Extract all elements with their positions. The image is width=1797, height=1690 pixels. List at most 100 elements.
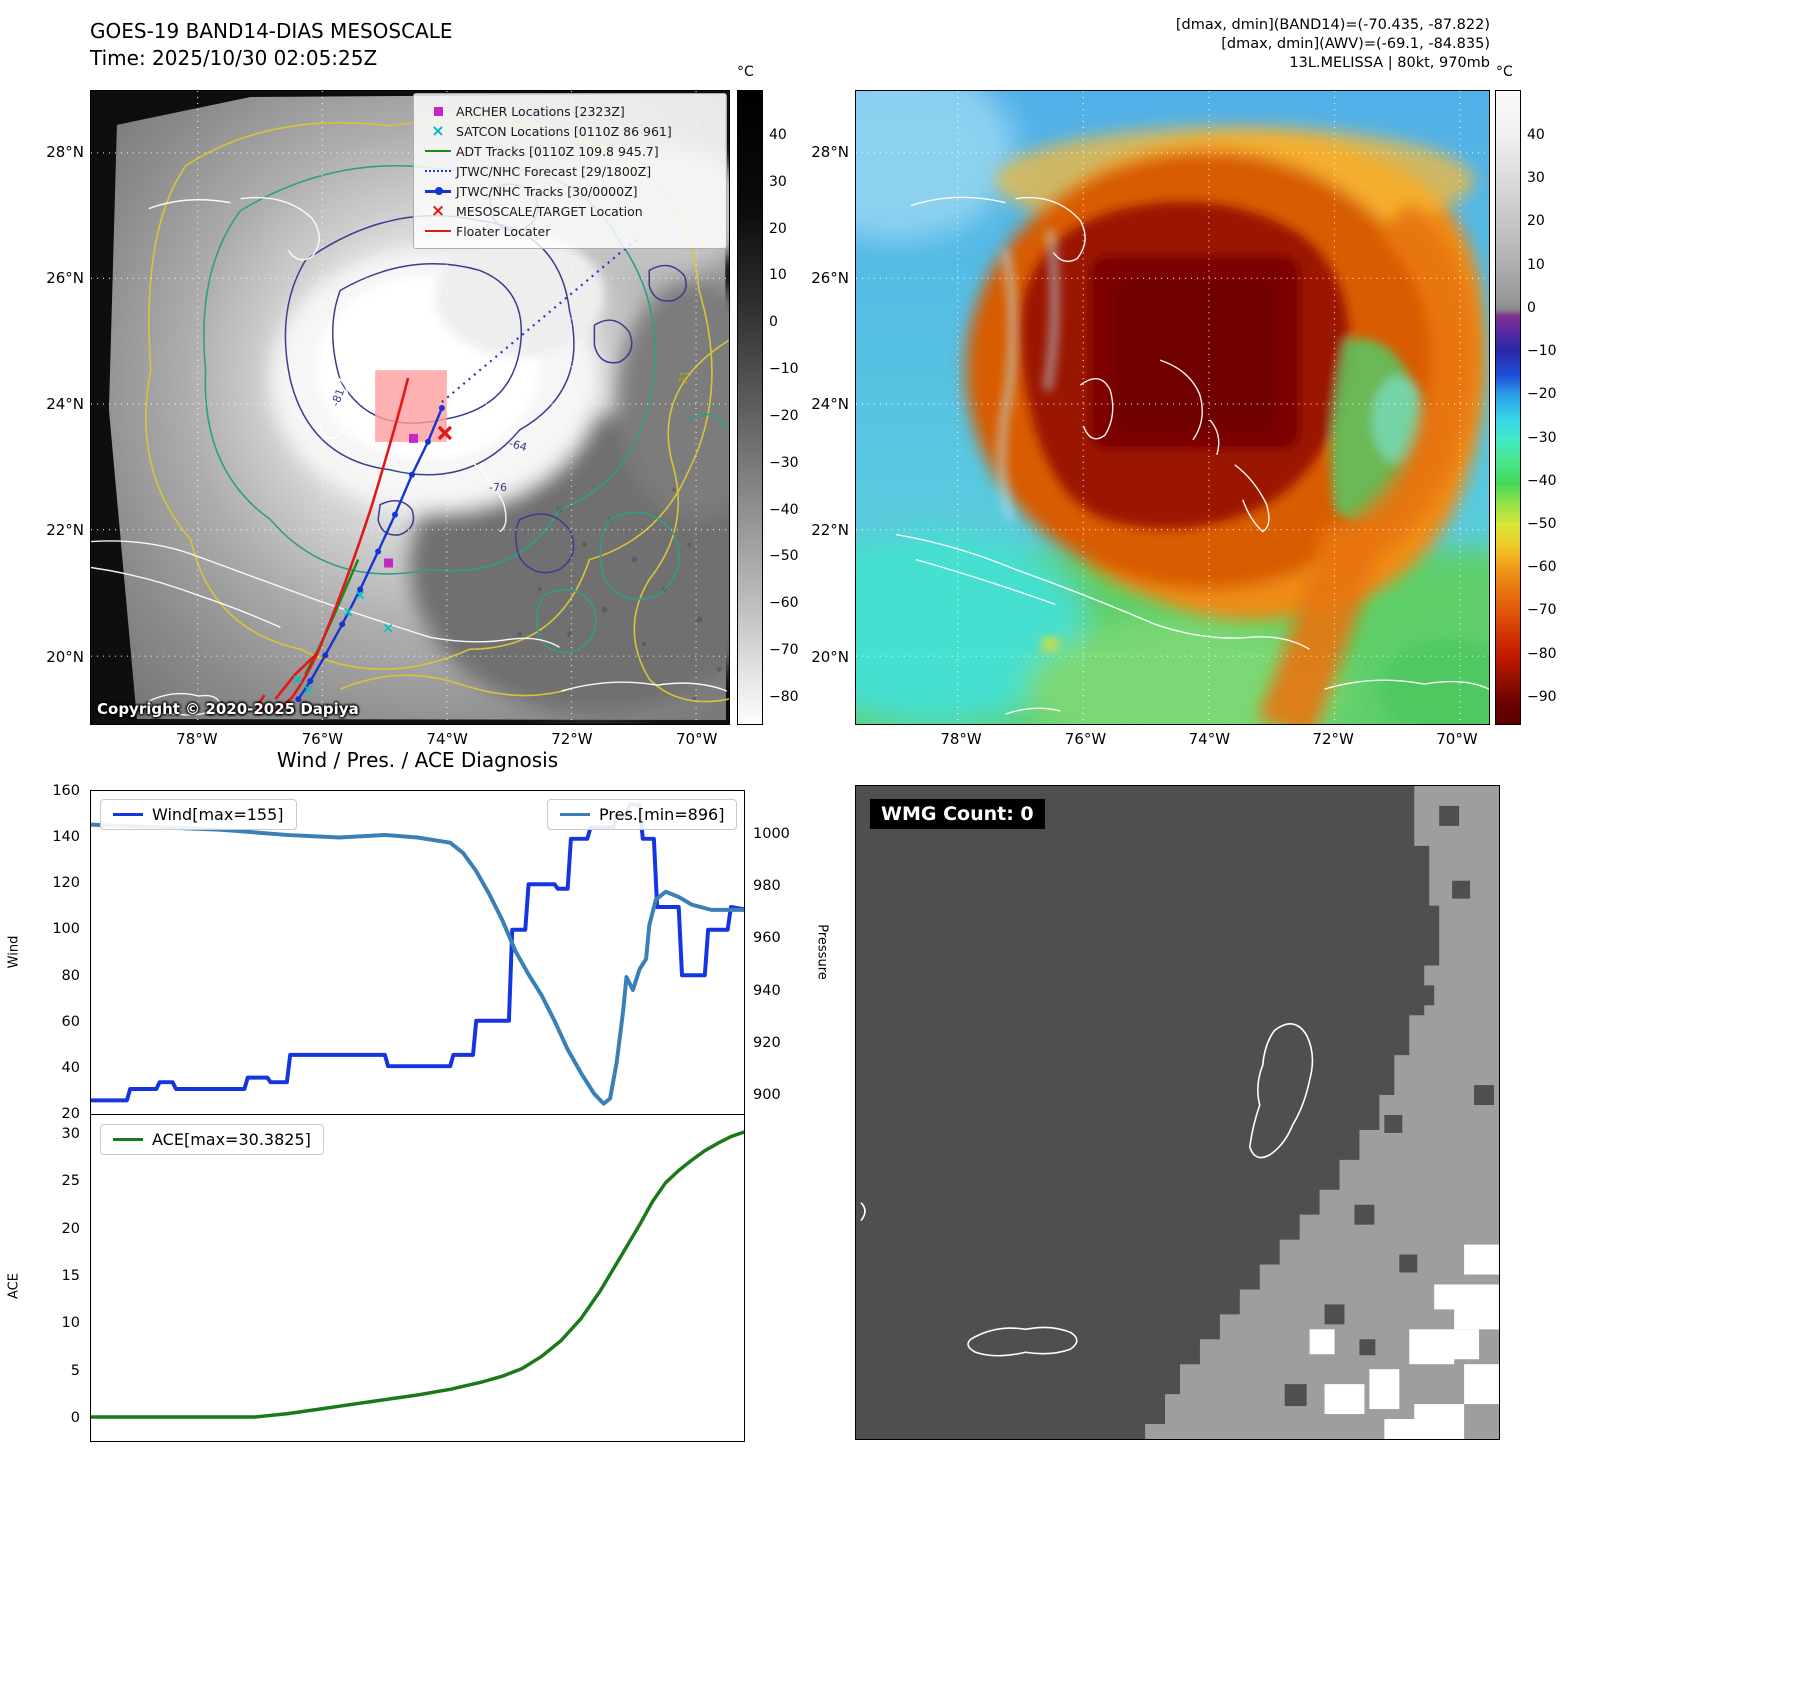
wind-tick-label: 40: [61, 1059, 80, 1076]
lat-tick-label: 24°N: [46, 394, 84, 413]
cloud-speckle-texture: [517, 487, 722, 702]
colorbar-tick-label: −10: [769, 361, 799, 378]
tr-colorbar-ticks: 40 30 20 10 0 −10 −20 −30 −40 −50 −60 −70 −80 −90: [1527, 127, 1571, 705]
legend-item-forecast: JTWC/NHC Forecast [29/1800Z]: [420, 161, 720, 181]
tl-title-block: GOES-19 BAND14-DIAS MESOSCALE Time: 2025…: [90, 18, 453, 72]
lon-tick-label: 70°W: [1436, 730, 1478, 748]
tr-colorbar: [1495, 90, 1521, 725]
lon-tick-label: 76°W: [301, 730, 344, 748]
wind-tick-label: 60: [61, 1013, 80, 1030]
tl-subtitle: Time: 2025/10/30 02:05:25Z: [90, 46, 378, 70]
lon-tick-label: 74°W: [426, 730, 468, 748]
forecast-line-icon: [420, 170, 456, 172]
awv-satellite-image: [856, 91, 1489, 724]
colorbar-tick-label: −80: [1527, 645, 1557, 662]
colorbar-tick-label: −20: [1527, 386, 1557, 403]
ace-tick-label: 15: [61, 1267, 80, 1284]
pressure-series-line: [91, 822, 744, 1106]
ace-tick-label: 30: [61, 1126, 80, 1142]
contour-label: 31: [676, 369, 692, 386]
pressure-tick-label: 940: [753, 982, 781, 999]
coastlines: [895, 196, 1489, 715]
legend-label: JTWC/NHC Tracks [30/0000Z]: [456, 183, 638, 199]
tl-title: GOES-19 BAND14-DIAS MESOSCALE: [90, 19, 453, 43]
colorbar-tick-label: −70: [1527, 602, 1557, 619]
svg-text:×: ×: [302, 682, 314, 698]
wind-pressure-plot-area: [91, 802, 744, 1106]
floater-locater-line: [254, 377, 410, 713]
dark-cells: [1284, 805, 1495, 1407]
colorbar-tick-label: 20: [769, 220, 787, 237]
wmg-count-badge: WMG Count: 0: [870, 799, 1045, 829]
ace-legend: ACE[max=30.3825]: [100, 1124, 324, 1155]
mesoscale-target-marker: [437, 425, 453, 441]
svg-text:×: ×: [382, 620, 394, 636]
chart-title: Wind / Pres. / ACE Diagnosis: [276, 748, 559, 772]
colorbar-tick-label: 0: [1527, 299, 1536, 316]
legend-label: SATCON Locations [0110Z 86 961]: [456, 123, 672, 139]
ace-line-swatch-icon: [113, 1138, 143, 1141]
lat-tick-label: 20°N: [46, 648, 84, 667]
colorbar-tick-label: 40: [1527, 127, 1545, 143]
colorbar-tick-label: −50: [769, 548, 799, 565]
wind-pressure-chart: [90, 790, 745, 1115]
lat-tick-label: 22°N: [811, 521, 849, 540]
ace-plot-area: [91, 1129, 744, 1419]
pressure-tick-label: 960: [753, 930, 781, 947]
archer-marker-icon: [420, 106, 456, 116]
lon-tick-label: 78°W: [940, 730, 982, 748]
colorbar-tick-label: −40: [1527, 472, 1557, 489]
colorbar-tick-label: 20: [1527, 213, 1545, 230]
colorbar-tick-label: 30: [1527, 170, 1545, 187]
adt-line-icon: [420, 150, 456, 152]
ace-axis-label: ACE: [6, 1273, 22, 1299]
ace-tick-label: 20: [61, 1220, 80, 1237]
legend-label: Floater Locater: [456, 223, 551, 239]
colorbar-tick-label: 0: [769, 314, 778, 331]
satcon-location-markers: ××× ××: [292, 587, 394, 698]
colorbar-tick-label: −90: [1527, 688, 1557, 705]
white-cells: [1309, 1244, 1499, 1439]
lat-tick-label: 24°N: [811, 394, 849, 413]
colorbar-tick-label: −10: [1527, 343, 1557, 360]
colorbar-tick-label: −50: [1527, 515, 1557, 532]
wind-axis-label: Wind: [6, 935, 22, 969]
band14-satellite-map: × × × × × -81 -76 -64 31 ARCHER Locations […: [90, 90, 730, 725]
lon-tick-label: 72°W: [551, 730, 593, 748]
contour-label: -76: [489, 481, 507, 494]
legend-label: ADT Tracks [0110Z 109.8 945.7]: [456, 143, 659, 159]
lat-tick-label: 28°N: [46, 143, 84, 162]
wind-tick-label: 160: [52, 783, 80, 799]
legend-label: MESOSCALE/TARGET Location: [456, 203, 643, 219]
colorbar-tick-label: 40: [769, 127, 787, 143]
coastlines: [91, 196, 728, 716]
lat-tick-label: 22°N: [46, 521, 84, 540]
colorbar-tick-label: −20: [769, 407, 799, 424]
wind-series-line: [91, 802, 744, 1103]
lat-tick-label: 20°N: [811, 648, 849, 667]
wind-tick-label: 80: [61, 967, 80, 984]
tl-colorbar-unit: °C: [737, 64, 754, 80]
copyright-watermark: Copyright © 2020-2025 Dapiya: [97, 700, 359, 718]
tr-latitude-ticks: 28°N 26°N 24°N 22°N 20°N: [801, 90, 849, 725]
wind-tick-label: 140: [52, 829, 80, 846]
map-legend: ARCHER Locations [2323Z] × SATCON Locati…: [413, 93, 727, 249]
satcon-marker-icon: ×: [431, 121, 445, 140]
mesoscale-target-square: [375, 370, 447, 442]
ace-tick-label: 10: [61, 1315, 80, 1332]
pressure-axis-ticks: 1000 980 960 940 920 900: [753, 826, 803, 1103]
ace-tick-label: 5: [70, 1362, 80, 1379]
wind-tick-label: 120: [52, 875, 80, 892]
legend-label: JTWC/NHC Forecast [29/1800Z]: [456, 163, 652, 179]
colorbar-tick-label: −60: [1527, 559, 1557, 576]
colorbar-tick-label: −30: [1527, 429, 1557, 446]
tracks-line-icon: [420, 187, 456, 195]
colorbar-tick-label: −60: [769, 595, 799, 612]
coastlines: [860, 1023, 1314, 1357]
colorbar-tick-label: 10: [1527, 256, 1545, 273]
lat-tick-label: 26°N: [811, 268, 849, 287]
tl-latitude-ticks: 28°N 26°N 24°N 22°N 20°N: [36, 90, 84, 725]
svg-text:×: ×: [354, 587, 366, 603]
svg-text:×: ×: [342, 604, 354, 620]
